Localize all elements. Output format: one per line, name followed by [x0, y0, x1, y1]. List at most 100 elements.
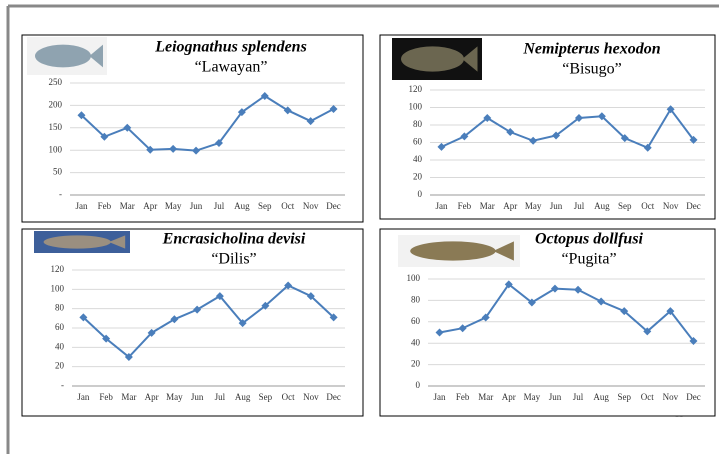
- marker: [506, 128, 515, 136]
- x-tick-label: Dec: [326, 201, 341, 211]
- chart-title: Encrasicholina devisi: [162, 231, 306, 248]
- marker: [214, 139, 223, 148]
- y-tick-label: 80: [413, 119, 423, 129]
- marker: [100, 132, 109, 141]
- x-tick-label: Jul: [215, 392, 226, 402]
- marker: [238, 319, 247, 328]
- marker: [169, 144, 178, 153]
- chart-title: Nemipterus hexodon: [522, 41, 660, 58]
- x-tick-label: Aug: [234, 201, 250, 211]
- x-tick-label: Sep: [259, 392, 273, 402]
- marker: [689, 135, 698, 144]
- y-tick-label: 80: [55, 303, 65, 313]
- y-tick-label: 40: [55, 341, 65, 351]
- line: [80, 94, 335, 152]
- x-tick-label: Dec: [686, 392, 701, 402]
- x-tick-label: Nov: [303, 201, 319, 211]
- x-tick-label: May: [525, 201, 542, 211]
- y-tick-label: 100: [49, 144, 63, 154]
- x-tick-label: Dec: [686, 201, 701, 211]
- marker: [329, 104, 338, 113]
- marker: [215, 292, 224, 301]
- x-tick-label: Feb: [456, 392, 470, 402]
- x-tick-label: Oct: [281, 201, 294, 211]
- x-tick-label: Jul: [573, 392, 584, 402]
- marker: [458, 324, 467, 333]
- marker: [79, 313, 88, 322]
- x-tick-label: Apr: [502, 392, 516, 402]
- marker: [527, 298, 536, 307]
- marker: [435, 328, 444, 337]
- y-tick-label: -: [61, 380, 64, 390]
- x-tick-label: Mar: [120, 201, 135, 211]
- marker: [666, 105, 675, 114]
- marker: [620, 307, 629, 316]
- chart-title: Leiognathus splendens: [154, 39, 307, 56]
- photo-tail: [89, 44, 103, 68]
- marker: [146, 145, 155, 154]
- marker: [77, 111, 86, 120]
- x-tick-label: Aug: [593, 392, 609, 402]
- line: [439, 282, 695, 342]
- marker: [460, 132, 469, 141]
- marker: [260, 91, 269, 100]
- x-tick-label: Sep: [618, 201, 632, 211]
- x-tick-label: Jun: [190, 201, 203, 211]
- marker: [689, 337, 698, 346]
- chart-subtitle: “Dilis”: [211, 251, 256, 268]
- y-tick-label: 60: [411, 316, 421, 326]
- marker: [124, 353, 133, 361]
- photo-tail: [462, 46, 478, 72]
- photo-tail: [108, 235, 126, 249]
- y-tick-label: 200: [49, 99, 63, 109]
- y-tick-label: 250: [49, 77, 63, 87]
- marker: [283, 106, 292, 115]
- marker: [193, 305, 202, 314]
- x-tick-label: Jan: [435, 201, 447, 211]
- x-tick-label: Jan: [75, 201, 87, 211]
- marker: [284, 281, 293, 290]
- y-tick-label: 100: [407, 273, 421, 283]
- y-tick-label: 100: [409, 102, 423, 112]
- y-tick-label: 120: [51, 264, 65, 274]
- marker: [237, 108, 246, 117]
- photo-subject: [35, 44, 91, 68]
- x-tick-label: Jun: [191, 392, 204, 402]
- x-tick-label: Feb: [458, 201, 472, 211]
- marker: [529, 136, 538, 145]
- y-tick-label: 50: [53, 167, 63, 177]
- y-tick-label: 20: [411, 359, 421, 369]
- line: [82, 284, 335, 359]
- marker: [574, 114, 583, 122]
- marker: [147, 328, 156, 337]
- marker: [306, 117, 315, 126]
- marker: [437, 142, 446, 151]
- x-tick-label: Nov: [303, 392, 319, 402]
- marker: [102, 334, 111, 343]
- marker: [552, 131, 561, 140]
- marker: [192, 146, 201, 155]
- marker: [483, 114, 492, 122]
- x-tick-label: Apr: [143, 201, 157, 211]
- x-tick-label: Aug: [235, 392, 251, 402]
- marker: [261, 301, 270, 310]
- x-tick-label: Oct: [641, 392, 654, 402]
- y-tick-label: 20: [413, 172, 423, 182]
- x-tick-label: Jul: [574, 201, 585, 211]
- line: [441, 107, 695, 150]
- marker: [504, 280, 513, 289]
- y-tick-label: 0: [416, 380, 421, 390]
- x-tick-label: Sep: [617, 392, 631, 402]
- y-tick-label: 60: [413, 137, 423, 147]
- x-tick-label: May: [524, 392, 541, 402]
- x-tick-label: May: [166, 392, 183, 402]
- x-tick-label: May: [165, 201, 182, 211]
- x-tick-label: Jul: [214, 201, 225, 211]
- x-tick-label: Mar: [478, 392, 493, 402]
- chart-subtitle: “Lawayan”: [195, 59, 268, 76]
- chart-title: Octopus dollfusi: [535, 231, 644, 248]
- x-tick-label: Jun: [550, 201, 563, 211]
- marker: [597, 297, 606, 306]
- y-tick-label: 80: [411, 294, 421, 304]
